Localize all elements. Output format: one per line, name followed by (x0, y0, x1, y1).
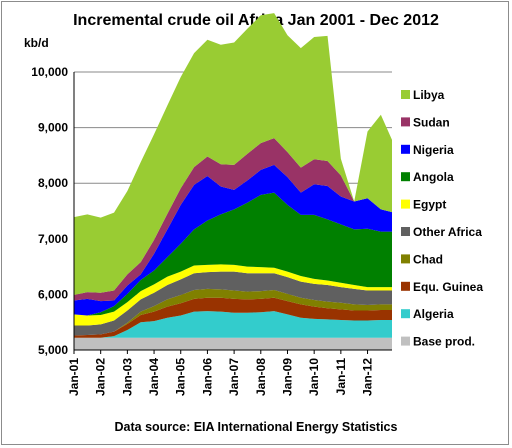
legend-swatch-algeria (401, 309, 410, 319)
legend-label-base-prod: Base prod. (413, 335, 475, 349)
y-tick-label: 10,000 (31, 65, 68, 79)
area-egypt (74, 264, 392, 326)
legend-label-egypt: Egypt (413, 198, 446, 212)
legend-swatch-egypt (401, 199, 410, 209)
legend-label-other-africa: Other Africa (413, 225, 482, 239)
area-algeria (74, 311, 392, 338)
y-tick-label: 6,000 (38, 287, 68, 301)
x-tick-label: Jan-06 (200, 358, 214, 396)
area-other-africa (74, 271, 392, 336)
y-tick-label: 5,000 (38, 343, 68, 357)
x-tick-label: Jan-04 (147, 358, 161, 396)
area-libya (74, 13, 392, 295)
x-tick-label: Jan-01 (67, 358, 81, 396)
legend-label-libya: Libya (413, 88, 445, 102)
legend-label-sudan: Sudan (413, 115, 450, 129)
y-tick-label: 9,000 (38, 121, 68, 135)
data-source-note: Data source: EIA International Energy St… (114, 420, 398, 434)
legend-swatch-libya (401, 90, 410, 99)
x-tick-labels: Jan-01 Jan-02 Jan-03 Jan-04 Jan-05 Jan-06 Jan-… (67, 358, 375, 396)
area-nigeria (74, 164, 392, 316)
legend-swatch-sudan (401, 117, 410, 127)
x-tick-label: Jan-11 (334, 358, 348, 396)
x-tick-label: Jan-03 (120, 358, 134, 396)
x-tick-label: Jan-10 (307, 358, 321, 396)
x-tick-label: Jan-09 (280, 358, 294, 396)
legend: Libya Sudan Nigeria Angola Egypt Other Africa… (401, 88, 483, 349)
x-tick-label: Jan-05 (174, 358, 188, 396)
legend-swatch-angola (401, 172, 410, 182)
legend-label-angola: Angola (413, 170, 454, 184)
legend-label-nigeria: Nigeria (413, 143, 454, 157)
legend-label-algeria: Algeria (413, 307, 454, 321)
y-tick-label: 7,000 (38, 232, 68, 246)
legend-swatch-chad (401, 254, 410, 264)
x-tick-label: Jan-07 (227, 358, 241, 396)
area-sudan (74, 138, 392, 302)
legend-label-chad: Chad (413, 252, 443, 266)
legend-swatch-other-africa (401, 227, 410, 236)
legend-swatch-base-prod (401, 336, 410, 346)
area-base-prod (74, 337, 392, 350)
area-angola (74, 192, 392, 316)
area-chad (74, 288, 392, 336)
x-tick-label: Jan-12 (361, 358, 375, 396)
legend-swatch-nigeria (401, 144, 410, 154)
x-tick-label: Jan-08 (254, 358, 268, 396)
y-axis-unit-label: kb/d (24, 36, 49, 50)
y-tick-labels: 5,000 6,000 7,000 8,000 9,000 10,000 (31, 65, 68, 357)
legend-label-equ-guinea: Equ. Guinea (413, 280, 483, 294)
legend-swatch-equ-guinea (401, 281, 410, 291)
area-equ-guinea (74, 297, 392, 338)
y-tick-label: 8,000 (38, 176, 68, 190)
x-tick-label: Jan-02 (94, 358, 108, 396)
area-series-group (74, 13, 392, 350)
axes (73, 72, 392, 354)
